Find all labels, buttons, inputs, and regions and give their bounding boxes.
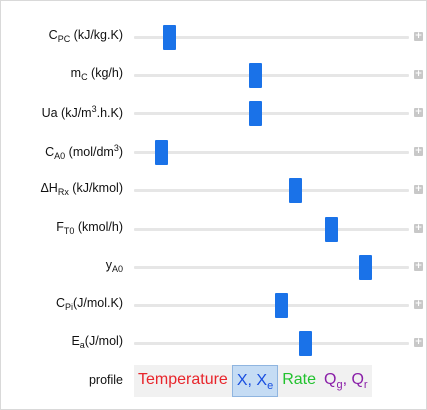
- slider-track-ca0[interactable]: [134, 151, 409, 154]
- expand-plus-icon[interactable]: +: [414, 299, 423, 309]
- slider-track-ea[interactable]: [134, 342, 409, 345]
- label-part: E: [71, 334, 80, 348]
- tab-text-part: X, X: [236, 372, 268, 389]
- label-part: m: [70, 66, 82, 80]
- expand-plus-icon[interactable]: +: [414, 337, 423, 347]
- slider-label-ua: Ua (kJ/m3.h.K): [42, 104, 123, 120]
- label-part: (J/mol): [84, 334, 123, 348]
- label-part: ): [118, 145, 123, 159]
- slider-row-ea: Ea(J/mol) +: [1, 328, 427, 358]
- tab-text-part: g: [336, 379, 343, 391]
- tab-q[interactable]: Qg, Qr: [320, 365, 372, 397]
- label-part: Ua (kJ/m: [41, 106, 92, 120]
- slider-track-cpi[interactable]: [134, 304, 409, 307]
- expand-plus-icon[interactable]: +: [414, 261, 423, 271]
- slider-row-ft0: FT0 (kmol/h) +: [1, 214, 427, 244]
- slider-track-ft0[interactable]: [134, 228, 409, 231]
- slider-thumb-dhrx[interactable]: [288, 178, 302, 203]
- label-part: A0: [54, 151, 66, 161]
- tab-text-part: r: [363, 379, 368, 391]
- slider-track-mc[interactable]: [134, 74, 409, 77]
- label-part: a: [79, 340, 85, 350]
- slider-row-mc: mC (kg/h) +: [1, 60, 427, 90]
- label-part: 3: [91, 104, 97, 114]
- slider-track-dhrx[interactable]: [134, 189, 409, 192]
- tab-text-part: Rate: [282, 371, 316, 388]
- expand-plus-icon[interactable]: +: [414, 69, 423, 79]
- profile-selector: profile Temperature X, Xe Rate Qg, Qr: [1, 365, 427, 397]
- slider-row-ua: Ua (kJ/m3.h.K) +: [1, 98, 427, 128]
- label-part: C: [48, 28, 58, 42]
- label-part: (kJ/kmol): [68, 181, 123, 195]
- label-part: (kJ/kg.K): [70, 28, 123, 42]
- slider-label-cpc: CPC (kJ/kg.K): [49, 28, 123, 44]
- label-part: T0: [63, 226, 75, 236]
- label-part: y: [105, 258, 112, 272]
- slider-thumb-ya0[interactable]: [359, 255, 373, 280]
- label-part: Rx: [57, 187, 69, 197]
- tab-temperature[interactable]: Temperature: [134, 365, 232, 397]
- label-part: C: [55, 296, 65, 310]
- slider-thumb-ft0[interactable]: [325, 217, 339, 242]
- slider-track-ya0[interactable]: [134, 266, 409, 269]
- slider-thumb-cpi[interactable]: [275, 293, 289, 318]
- tab-text-part: e: [267, 380, 274, 392]
- expand-plus-icon[interactable]: +: [414, 223, 423, 233]
- slider-thumb-cpc[interactable]: [162, 25, 176, 50]
- slider-thumb-ca0[interactable]: [154, 140, 168, 165]
- expand-plus-icon[interactable]: +: [414, 146, 423, 156]
- label-part: (mol/dm: [65, 145, 114, 159]
- label-part: (J/mol.K): [73, 296, 123, 310]
- label-part: ΔH: [40, 181, 58, 195]
- slider-thumb-ua[interactable]: [249, 101, 263, 126]
- slider-label-ft0: FT0 (kmol/h): [56, 220, 123, 236]
- slider-label-mc: mC (kg/h): [71, 66, 123, 82]
- tab-text-part: , Q: [342, 371, 364, 388]
- slider-label-ea: Ea(J/mol): [71, 334, 123, 350]
- label-part: (kmol/h): [74, 220, 123, 234]
- profile-label: profile: [88, 373, 123, 387]
- expand-plus-icon[interactable]: +: [414, 107, 423, 117]
- label-part: Pi: [64, 302, 73, 312]
- label-part: 3: [113, 143, 119, 153]
- slider-row-ca0: CA0 (mol/dm3) +: [1, 137, 427, 167]
- slider-thumb-ea[interactable]: [299, 331, 313, 356]
- label-part: PC: [57, 34, 71, 44]
- expand-plus-icon[interactable]: +: [414, 184, 423, 194]
- slider-track-ua[interactable]: [134, 112, 409, 115]
- label-part: .h.K): [96, 106, 123, 120]
- slider-label-dhrx: ΔHRx (kJ/kmol): [40, 181, 123, 197]
- label-part: C: [45, 145, 55, 159]
- slider-row-ya0: yA0 +: [1, 252, 427, 282]
- label-part: C: [81, 72, 88, 82]
- label-part: A0: [111, 264, 123, 274]
- profile-tabs: Temperature X, Xe Rate Qg, Qr: [134, 365, 372, 397]
- slider-label-cpi: CPi(J/mol.K): [56, 296, 123, 312]
- tab-text-part: Q: [323, 371, 337, 388]
- slider-label-ya0: yA0: [106, 258, 123, 274]
- slider-row-dhrx: ΔHRx (kJ/kmol) +: [1, 175, 427, 205]
- expand-plus-icon[interactable]: +: [414, 31, 423, 41]
- slider-thumb-mc[interactable]: [249, 63, 263, 88]
- slider-track-cpc[interactable]: [134, 36, 409, 39]
- label-part: (kg/h): [87, 66, 123, 80]
- tab-rate[interactable]: Rate: [278, 365, 320, 397]
- slider-row-cpi: CPi(J/mol.K) +: [1, 290, 427, 320]
- slider-row-cpc: CPC (kJ/kg.K) +: [1, 22, 427, 52]
- label-part: F: [56, 220, 64, 234]
- tab-text-part: Temperature: [138, 371, 228, 388]
- slider-label-ca0: CA0 (mol/dm3): [45, 143, 123, 161]
- tab-x[interactable]: X, Xe: [231, 365, 279, 397]
